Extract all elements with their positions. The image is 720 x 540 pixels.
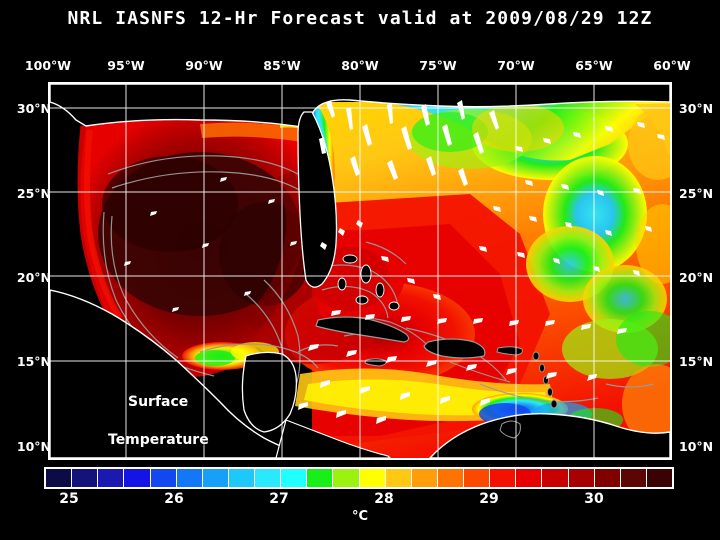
colorbar-swatch-12 xyxy=(359,469,386,487)
lat-label-right-25n: 25°N xyxy=(679,186,714,201)
colorbar-swatch-1 xyxy=(72,469,99,487)
colorbar-swatch-13 xyxy=(385,469,412,487)
lon-label-65w: 65°W xyxy=(575,58,613,73)
colorbar-swatch-5 xyxy=(176,469,203,487)
colorbar-swatch-11 xyxy=(333,469,360,487)
figure-title: NRL IASNFS 12-Hr Forecast valid at 2009/… xyxy=(67,8,653,29)
colorbar-swatch-23 xyxy=(646,469,672,487)
lat-label-right-15n: 15°N xyxy=(679,354,714,369)
colorbar-tick-26: 26 xyxy=(164,491,184,507)
colorbar-tick-29: 29 xyxy=(479,491,499,507)
lon-label-70w: 70°W xyxy=(497,58,535,73)
annotation-variable-line2: Temperature xyxy=(108,432,209,448)
colorbar-tick-30: 30 xyxy=(584,491,604,507)
colorbar-swatch-17 xyxy=(490,469,517,487)
colorbar-tick-27: 27 xyxy=(269,491,289,507)
colorbar-swatch-2 xyxy=(98,469,125,487)
colorbar-swatch-22 xyxy=(620,469,647,487)
colorbar-swatch-10 xyxy=(307,469,334,487)
colorbar-swatch-16 xyxy=(464,469,491,487)
colorbar-swatch-18 xyxy=(516,469,543,487)
colorbar-swatch-8 xyxy=(255,469,282,487)
lon-label-95w: 95°W xyxy=(107,58,145,73)
lon-label-60w: 60°W xyxy=(653,58,691,73)
lat-label-left-15n: 15°N xyxy=(16,354,51,369)
colorbar-swatch-15 xyxy=(437,469,464,487)
colorbar-unit-label: °C xyxy=(351,509,369,524)
lon-label-85w: 85°W xyxy=(263,58,301,73)
colorbar-swatch-19 xyxy=(542,469,569,487)
colorbar-swatch-7 xyxy=(228,469,255,487)
lon-label-80w: 80°W xyxy=(341,58,379,73)
colorbar xyxy=(44,467,674,489)
lat-label-left-30n: 30°N xyxy=(16,101,51,116)
colorbar-tick-25: 25 xyxy=(59,491,79,507)
sst-field xyxy=(50,84,670,458)
annotation-variable-line1: Surface xyxy=(128,394,189,410)
colorbar-swatch-20 xyxy=(568,469,595,487)
lat-label-left-10n: 10°N xyxy=(16,439,51,454)
colorbar-swatch-14 xyxy=(411,469,438,487)
lat-label-left-20n: 20°N xyxy=(16,270,51,285)
colorbar-tick-28: 28 xyxy=(374,491,394,507)
colorbar-swatch-4 xyxy=(150,469,177,487)
colorbar-swatch-9 xyxy=(281,469,308,487)
colorbar-swatch-3 xyxy=(124,469,151,487)
lon-label-90w: 90°W xyxy=(185,58,223,73)
colorbar-swatch-6 xyxy=(202,469,229,487)
map-plot-area: Surface Temperature xyxy=(48,82,672,460)
colorbar-swatch-0 xyxy=(46,469,73,487)
lat-label-right-30n: 30°N xyxy=(679,101,714,116)
lon-label-75w: 75°W xyxy=(419,58,457,73)
colorbar-swatch-21 xyxy=(594,469,621,487)
lat-label-right-20n: 20°N xyxy=(679,270,714,285)
lon-label-100w: 100°W xyxy=(24,58,72,73)
lat-label-left-25n: 25°N xyxy=(16,186,51,201)
lat-label-right-10n: 10°N xyxy=(679,439,714,454)
